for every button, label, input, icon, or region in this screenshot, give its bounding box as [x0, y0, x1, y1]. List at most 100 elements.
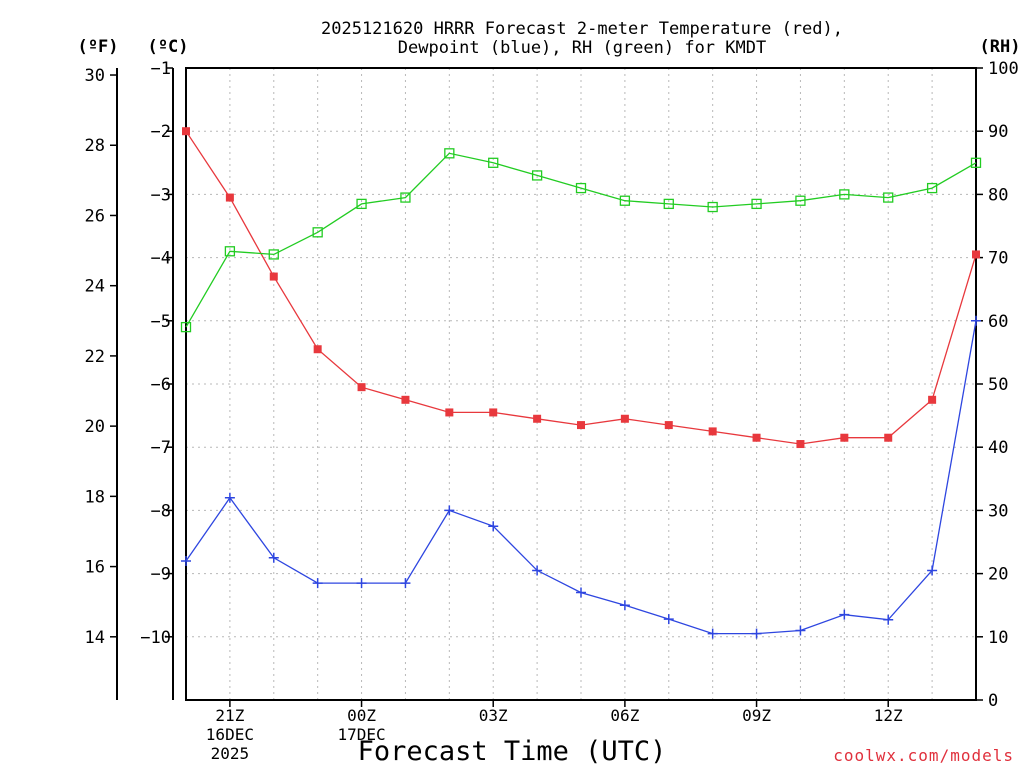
x-tick-label: 17DEC	[337, 725, 385, 744]
x-tick-label: 21Z	[215, 706, 244, 725]
rh-tick-label: 20	[988, 565, 1008, 585]
rh-tick-label: 40	[988, 438, 1008, 458]
dewpoint-marker	[663, 614, 674, 625]
rh-marker	[619, 195, 631, 206]
dewpoint-marker	[532, 565, 543, 576]
dewpoint-marker	[312, 578, 323, 589]
fahrenheit-tick-label: 16	[85, 558, 105, 578]
dewpoint-marker	[795, 625, 806, 636]
dewpoint-marker	[224, 492, 235, 503]
axes: −1 −2 −3 −4 −5 −6 −7 −8 −9 −10 14 16 18 20 22 24 26 28 30 0…	[85, 59, 1019, 763]
temperature-marker	[401, 395, 410, 404]
rh-marker	[883, 192, 894, 203]
temperature-marker	[928, 395, 937, 404]
rh-marker	[268, 249, 279, 260]
temperature-marker	[225, 193, 234, 202]
rh-marker	[707, 201, 718, 213]
rh-tick-label: 30	[988, 501, 1008, 521]
celsius-tick-label: −10	[140, 628, 171, 648]
temperature-marker	[972, 250, 980, 259]
x-tick-label: 06Z	[610, 706, 639, 725]
rh-tick-label: 10	[988, 628, 1008, 648]
x-tick-label: 2025	[211, 744, 250, 763]
celsius-tick-label: −4	[151, 249, 171, 269]
dewpoint-marker	[927, 565, 938, 576]
rh-marker	[444, 148, 455, 159]
dewpoint-marker	[268, 552, 279, 563]
rh-unit-label: (RH)	[980, 37, 1021, 57]
temperature-marker	[269, 272, 278, 281]
rh-line	[185, 152, 977, 328]
fahrenheit-tick-label: 30	[85, 66, 105, 86]
dewpoint-marker	[707, 628, 718, 639]
rh-marker	[839, 189, 850, 200]
dewpoint-marker	[619, 600, 630, 611]
series-rh	[180, 148, 982, 333]
rh-marker	[751, 198, 762, 210]
celsius-tick-label: −3	[151, 185, 171, 205]
celsius-tick-label: −9	[151, 565, 171, 585]
temperature-marker	[357, 383, 366, 392]
temperature-marker	[489, 408, 498, 417]
dewpoint-marker	[444, 505, 455, 516]
rh-marker	[224, 246, 236, 257]
x-tick-label: 16DEC	[206, 725, 254, 744]
temperature-line	[185, 130, 977, 445]
axis-labels: (ºF) (ºC) (RH) Forecast Time (UTC) coolwx.co…	[78, 37, 1021, 767]
fahrenheit-tick-label: 28	[85, 136, 105, 156]
rh-tick-label: 80	[988, 185, 1008, 205]
rh-tick-label: 50	[988, 375, 1008, 395]
celsius-tick-label: −5	[151, 312, 171, 332]
rh-marker	[180, 321, 192, 333]
temperature-marker	[708, 427, 717, 436]
dewpoint-marker	[576, 587, 586, 598]
dewpoint-marker	[181, 555, 191, 566]
temperature-marker	[182, 127, 190, 136]
fahrenheit-tick-label: 20	[85, 417, 105, 437]
rh-tick-label: 90	[988, 122, 1008, 142]
temperature-marker	[577, 421, 585, 430]
chart-title-line: 2025121620 HRRR Forecast 2-meter Tempera…	[321, 19, 843, 39]
rh-tick-label: 100	[988, 59, 1019, 79]
plot-border	[185, 67, 977, 701]
fahrenheit-tick-label: 24	[85, 277, 105, 297]
temperature-marker	[796, 440, 805, 449]
x-tick-label: 09Z	[742, 706, 771, 725]
celsius-tick-label: −7	[151, 438, 171, 458]
rh-marker	[400, 192, 411, 203]
temperature-marker	[620, 414, 629, 423]
rh-marker	[312, 227, 323, 238]
x-tick-label: 12Z	[874, 706, 903, 725]
grid-lines	[186, 68, 976, 700]
series-dewpoint	[181, 315, 981, 639]
temperature-marker	[445, 408, 454, 417]
rh-marker	[531, 170, 543, 181]
rh-marker	[663, 198, 674, 210]
rh-marker	[970, 157, 982, 168]
chart-title: 2025121620 HRRR Forecast 2-meter Tempera…	[321, 19, 843, 58]
celsius-tick-label: −8	[151, 501, 171, 521]
rh-tick-label: 0	[988, 691, 998, 711]
temperature-marker	[884, 433, 893, 442]
fahrenheit-tick-label: 18	[85, 487, 105, 507]
rh-marker	[356, 198, 367, 210]
rh-tick-label: 60	[988, 312, 1008, 332]
celsius-tick-label: −6	[151, 375, 171, 395]
temperature-marker	[533, 414, 542, 423]
dewpoint-marker	[971, 315, 981, 326]
fahrenheit-tick-label: 22	[85, 347, 105, 367]
celsius-unit-label: (ºC)	[148, 37, 189, 57]
temperature-marker	[664, 421, 673, 430]
rh-marker	[795, 195, 806, 206]
plot-frame	[185, 67, 977, 701]
x-tick-label: 03Z	[479, 706, 508, 725]
series-layer	[180, 127, 982, 639]
temperature-marker	[752, 433, 761, 442]
rh-marker	[488, 157, 499, 168]
celsius-tick-label: −2	[151, 122, 171, 142]
rh-marker	[575, 182, 587, 194]
fahrenheit-tick-label: 14	[85, 628, 105, 648]
credit-label: coolwx.com/models	[833, 746, 1014, 765]
series-temperature	[182, 127, 980, 449]
fahrenheit-tick-label: 26	[85, 206, 105, 226]
